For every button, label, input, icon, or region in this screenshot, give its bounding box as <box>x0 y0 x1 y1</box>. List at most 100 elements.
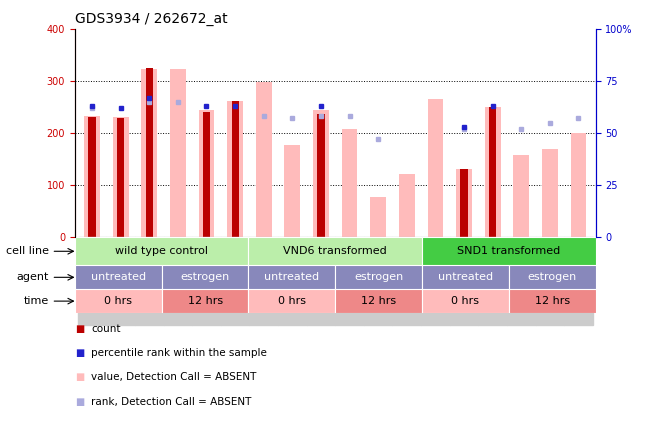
Text: time: time <box>23 296 49 306</box>
Text: 0 hrs: 0 hrs <box>104 296 132 306</box>
Bar <box>571 133 587 237</box>
Text: GSM517077: GSM517077 <box>202 239 212 299</box>
Bar <box>564 237 593 325</box>
Bar <box>192 237 221 325</box>
Text: untreated: untreated <box>90 272 146 282</box>
Text: GSM517080: GSM517080 <box>287 239 298 298</box>
Text: agent: agent <box>16 272 49 282</box>
Bar <box>203 112 210 237</box>
Bar <box>399 174 415 237</box>
Bar <box>364 237 393 325</box>
Bar <box>536 237 564 325</box>
Bar <box>75 266 161 289</box>
Text: ■: ■ <box>75 348 84 358</box>
Text: GSM517074: GSM517074 <box>116 239 126 298</box>
Text: GSM517081: GSM517081 <box>316 239 326 298</box>
Text: cell line: cell line <box>6 246 49 256</box>
Text: estrogen: estrogen <box>354 272 403 282</box>
Text: 12 hrs: 12 hrs <box>534 296 570 306</box>
Bar <box>113 117 128 237</box>
Text: wild type control: wild type control <box>115 246 208 256</box>
Text: estrogen: estrogen <box>180 272 230 282</box>
Bar <box>84 116 100 237</box>
Text: GSM517089: GSM517089 <box>545 239 555 298</box>
Text: ■: ■ <box>75 397 84 407</box>
Bar <box>75 237 249 266</box>
Bar <box>542 149 558 237</box>
Text: count: count <box>91 324 120 333</box>
Bar <box>75 289 161 313</box>
Bar <box>485 107 501 237</box>
Text: GSM517086: GSM517086 <box>459 239 469 298</box>
Bar <box>249 237 422 266</box>
Text: SND1 transformed: SND1 transformed <box>457 246 561 256</box>
Bar <box>460 170 467 237</box>
Bar <box>89 117 96 237</box>
Bar <box>141 69 157 237</box>
Text: GSM517082: GSM517082 <box>344 239 355 298</box>
Bar <box>163 237 192 325</box>
Bar <box>335 237 364 325</box>
Bar <box>514 155 529 237</box>
Text: untreated: untreated <box>264 272 320 282</box>
Text: 0 hrs: 0 hrs <box>451 296 480 306</box>
Text: 12 hrs: 12 hrs <box>187 296 223 306</box>
Bar <box>249 266 335 289</box>
Bar <box>478 237 507 325</box>
Text: untreated: untreated <box>438 272 493 282</box>
Bar <box>489 107 496 237</box>
Text: GSM517075: GSM517075 <box>145 239 154 299</box>
Text: rank, Detection Call = ABSENT: rank, Detection Call = ABSENT <box>91 397 251 407</box>
Bar <box>161 289 249 313</box>
Bar <box>370 197 386 237</box>
Bar <box>456 170 472 237</box>
Bar <box>221 237 249 325</box>
Bar <box>313 110 329 237</box>
Bar <box>135 237 163 325</box>
Text: GSM517083: GSM517083 <box>373 239 383 298</box>
Text: ■: ■ <box>75 373 84 382</box>
Text: 12 hrs: 12 hrs <box>361 296 396 306</box>
Text: value, Detection Call = ABSENT: value, Detection Call = ABSENT <box>91 373 256 382</box>
Bar <box>507 237 536 325</box>
Text: GSM517073: GSM517073 <box>87 239 97 298</box>
Bar <box>249 237 278 325</box>
Bar <box>421 237 450 325</box>
Text: percentile rank within the sample: percentile rank within the sample <box>91 348 267 358</box>
Bar <box>335 289 422 313</box>
Bar <box>422 289 509 313</box>
Text: GSM517085: GSM517085 <box>430 239 441 298</box>
Bar <box>335 266 422 289</box>
Text: GSM517079: GSM517079 <box>258 239 269 298</box>
Bar <box>256 82 271 237</box>
Bar <box>278 237 307 325</box>
Bar <box>318 114 325 237</box>
Bar <box>117 119 124 237</box>
Bar <box>284 145 300 237</box>
Text: GSM517090: GSM517090 <box>574 239 583 298</box>
Text: VND6 transformed: VND6 transformed <box>283 246 387 256</box>
Bar <box>77 237 106 325</box>
Bar <box>307 237 335 325</box>
Bar <box>450 237 478 325</box>
Text: GDS3934 / 262672_at: GDS3934 / 262672_at <box>75 12 227 27</box>
Bar <box>232 101 239 237</box>
Text: GSM517078: GSM517078 <box>230 239 240 298</box>
Bar <box>199 110 214 237</box>
Bar <box>146 68 153 237</box>
Text: GSM517087: GSM517087 <box>488 239 497 298</box>
Bar <box>161 266 249 289</box>
Text: 0 hrs: 0 hrs <box>278 296 306 306</box>
Bar <box>342 129 357 237</box>
Text: estrogen: estrogen <box>528 272 577 282</box>
Bar <box>393 237 421 325</box>
Bar <box>509 289 596 313</box>
Bar <box>106 237 135 325</box>
Bar <box>170 69 186 237</box>
Text: ■: ■ <box>75 324 84 333</box>
Bar <box>422 266 509 289</box>
Bar <box>422 237 596 266</box>
Text: GSM517076: GSM517076 <box>173 239 183 298</box>
Bar <box>428 99 443 237</box>
Text: GSM517084: GSM517084 <box>402 239 412 298</box>
